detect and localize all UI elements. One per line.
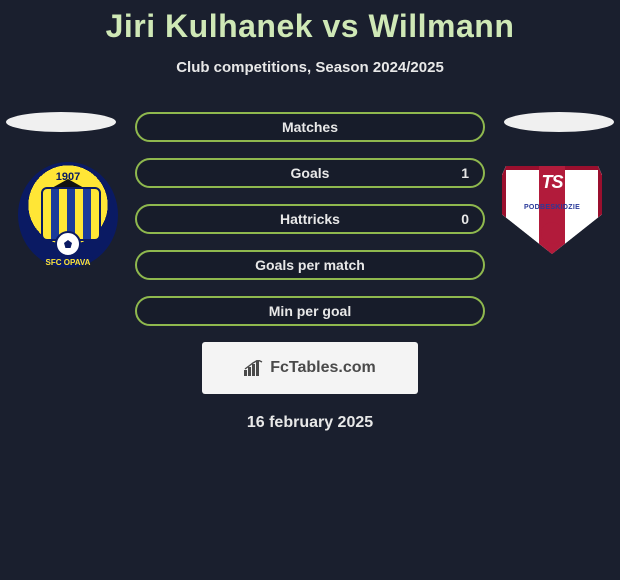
page-title: Jiri Kulhanek vs Willmann bbox=[0, 0, 620, 45]
soccer-ball-icon bbox=[541, 222, 563, 244]
attribution-label: FcTables.com bbox=[270, 359, 376, 377]
bar-chart-icon bbox=[244, 360, 264, 376]
team-crest-left: 1907 SFC OPAVA bbox=[18, 162, 118, 268]
soccer-ball-icon bbox=[55, 231, 81, 257]
attribution-box[interactable]: FcTables.com bbox=[202, 342, 418, 394]
podium-left bbox=[6, 112, 116, 132]
stat-right-value: 0 bbox=[461, 211, 469, 227]
stat-row-hattricks: Hattricks 0 bbox=[135, 204, 485, 234]
stat-label: Min per goal bbox=[269, 303, 351, 319]
stat-right-value: 1 bbox=[461, 165, 469, 181]
stat-label: Hattricks bbox=[280, 211, 340, 227]
crest-arc-label: PODBESKIDZIE bbox=[508, 204, 596, 211]
stat-label: Matches bbox=[282, 119, 338, 135]
stat-row-matches: Matches bbox=[135, 112, 485, 142]
subtitle: Club competitions, Season 2024/2025 bbox=[0, 59, 620, 76]
team-crest-right: TS PODBESKIDZIE bbox=[502, 166, 602, 258]
podbeskidzie-crest: TS PODBESKIDZIE bbox=[502, 166, 602, 254]
podium-right bbox=[504, 112, 614, 132]
stat-row-goals-per-match: Goals per match bbox=[135, 250, 485, 280]
stat-label: Goals bbox=[291, 165, 330, 181]
crest-text-left: SFC OPAVA bbox=[21, 258, 115, 267]
stat-row-goals: Goals 1 bbox=[135, 158, 485, 188]
stat-label: Goals per match bbox=[255, 257, 365, 273]
stats-list: Matches Goals 1 Hattricks 0 Goals per ma… bbox=[135, 112, 485, 326]
comparison-area: 1907 SFC OPAVA TS PODBESKIDZIE Matches G… bbox=[0, 112, 620, 432]
stat-row-min-per-goal: Min per goal bbox=[135, 296, 485, 326]
opava-crest: 1907 SFC OPAVA bbox=[18, 162, 118, 268]
crest-ts-label: TS bbox=[541, 172, 562, 193]
date-label: 16 february 2025 bbox=[0, 414, 620, 432]
